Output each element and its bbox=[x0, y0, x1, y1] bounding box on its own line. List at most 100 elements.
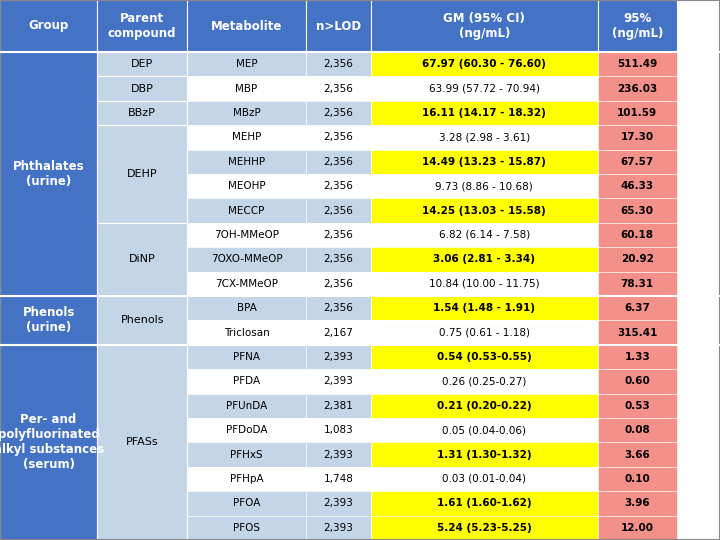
Bar bbox=[371, 76, 598, 101]
Bar bbox=[187, 467, 306, 491]
Text: DBP: DBP bbox=[131, 84, 153, 93]
Text: BBzP: BBzP bbox=[128, 108, 156, 118]
Bar bbox=[371, 150, 598, 174]
Text: 315.41: 315.41 bbox=[617, 328, 657, 338]
Text: 2,393: 2,393 bbox=[323, 376, 354, 387]
Bar bbox=[0, 52, 97, 296]
Text: MECCP: MECCP bbox=[228, 206, 265, 215]
Text: Metabolite: Metabolite bbox=[211, 19, 282, 32]
Text: DiNP: DiNP bbox=[129, 254, 156, 265]
Text: 67.57: 67.57 bbox=[621, 157, 654, 167]
Bar bbox=[598, 369, 677, 394]
Bar bbox=[97, 0, 187, 52]
Text: 0.05 (0.04-0.06): 0.05 (0.04-0.06) bbox=[442, 425, 526, 435]
Bar bbox=[371, 345, 598, 369]
Bar bbox=[598, 52, 677, 76]
Bar bbox=[371, 247, 598, 272]
Text: 0.53: 0.53 bbox=[624, 401, 650, 411]
Bar bbox=[371, 198, 598, 223]
Text: PFUnDA: PFUnDA bbox=[226, 401, 267, 411]
Bar bbox=[0, 296, 97, 345]
Bar bbox=[371, 491, 598, 516]
Text: 0.03 (0.01-0.04): 0.03 (0.01-0.04) bbox=[442, 474, 526, 484]
Bar bbox=[598, 247, 677, 272]
Text: Triclosan: Triclosan bbox=[224, 328, 269, 338]
Bar bbox=[187, 223, 306, 247]
Bar bbox=[187, 442, 306, 467]
Bar bbox=[187, 52, 306, 76]
Bar bbox=[306, 394, 371, 418]
Text: 2,356: 2,356 bbox=[323, 84, 354, 93]
Bar bbox=[598, 76, 677, 101]
Text: 6.82 (6.14 - 7.58): 6.82 (6.14 - 7.58) bbox=[438, 230, 530, 240]
Text: 3.06 (2.81 - 3.34): 3.06 (2.81 - 3.34) bbox=[433, 254, 535, 265]
Bar bbox=[598, 0, 677, 52]
Text: 60.18: 60.18 bbox=[621, 230, 654, 240]
Text: MEP: MEP bbox=[235, 59, 258, 69]
Bar bbox=[306, 101, 371, 125]
Text: 2,356: 2,356 bbox=[323, 108, 354, 118]
Bar bbox=[598, 491, 677, 516]
Bar bbox=[306, 491, 371, 516]
Text: 14.49 (13.23 - 15.87): 14.49 (13.23 - 15.87) bbox=[422, 157, 546, 167]
Text: PFOA: PFOA bbox=[233, 498, 261, 508]
Text: PFDoDA: PFDoDA bbox=[226, 425, 267, 435]
Bar bbox=[306, 198, 371, 223]
Text: Per- and
polyfluorinated
alkyl substances
(serum): Per- and polyfluorinated alkyl substance… bbox=[0, 414, 104, 471]
Text: 46.33: 46.33 bbox=[621, 181, 654, 191]
Bar bbox=[0, 0, 97, 52]
Bar bbox=[187, 125, 306, 150]
Bar bbox=[306, 272, 371, 296]
Text: MBP: MBP bbox=[235, 84, 258, 93]
Text: PFOS: PFOS bbox=[233, 523, 260, 533]
Text: DEP: DEP bbox=[131, 59, 153, 69]
Text: 2,356: 2,356 bbox=[323, 206, 354, 215]
Bar bbox=[187, 491, 306, 516]
Text: PFDA: PFDA bbox=[233, 376, 260, 387]
Bar bbox=[598, 394, 677, 418]
Text: 0.10: 0.10 bbox=[624, 474, 650, 484]
Text: 1.61 (1.60-1.62): 1.61 (1.60-1.62) bbox=[437, 498, 531, 508]
Text: 6.37: 6.37 bbox=[624, 303, 650, 313]
Bar bbox=[306, 516, 371, 540]
Bar bbox=[371, 0, 598, 52]
Text: 7OXO-MMeOP: 7OXO-MMeOP bbox=[211, 254, 282, 265]
Bar bbox=[306, 0, 371, 52]
Text: 3.96: 3.96 bbox=[624, 498, 650, 508]
Bar bbox=[598, 174, 677, 198]
Bar bbox=[306, 150, 371, 174]
Bar bbox=[187, 418, 306, 442]
Bar bbox=[97, 76, 187, 101]
Text: 0.08: 0.08 bbox=[624, 425, 650, 435]
Bar bbox=[371, 125, 598, 150]
Bar bbox=[371, 467, 598, 491]
Bar bbox=[187, 320, 306, 345]
Bar bbox=[598, 320, 677, 345]
Text: 236.03: 236.03 bbox=[617, 84, 657, 93]
Bar bbox=[371, 296, 598, 320]
Text: 0.75 (0.61 - 1.18): 0.75 (0.61 - 1.18) bbox=[438, 328, 530, 338]
Text: 2,356: 2,356 bbox=[323, 279, 354, 289]
Bar bbox=[371, 101, 598, 125]
Bar bbox=[371, 272, 598, 296]
Bar bbox=[598, 223, 677, 247]
Text: 63.99 (57.72 - 70.94): 63.99 (57.72 - 70.94) bbox=[428, 84, 540, 93]
Text: 78.31: 78.31 bbox=[621, 279, 654, 289]
Text: 7CX-MMeOP: 7CX-MMeOP bbox=[215, 279, 278, 289]
Bar bbox=[371, 52, 598, 76]
Bar bbox=[306, 125, 371, 150]
Bar bbox=[371, 442, 598, 467]
Bar bbox=[97, 125, 187, 223]
Text: 2,356: 2,356 bbox=[323, 132, 354, 143]
Bar bbox=[187, 198, 306, 223]
Text: 2,393: 2,393 bbox=[323, 523, 354, 533]
Bar bbox=[598, 101, 677, 125]
Text: 0.26 (0.25-0.27): 0.26 (0.25-0.27) bbox=[442, 376, 526, 387]
Text: Group: Group bbox=[29, 19, 68, 32]
Text: 1.54 (1.48 - 1.91): 1.54 (1.48 - 1.91) bbox=[433, 303, 535, 313]
Text: 7OH-MMeOP: 7OH-MMeOP bbox=[214, 230, 279, 240]
Bar bbox=[371, 418, 598, 442]
Text: 1,083: 1,083 bbox=[323, 425, 354, 435]
Bar bbox=[598, 198, 677, 223]
Bar bbox=[97, 52, 187, 76]
